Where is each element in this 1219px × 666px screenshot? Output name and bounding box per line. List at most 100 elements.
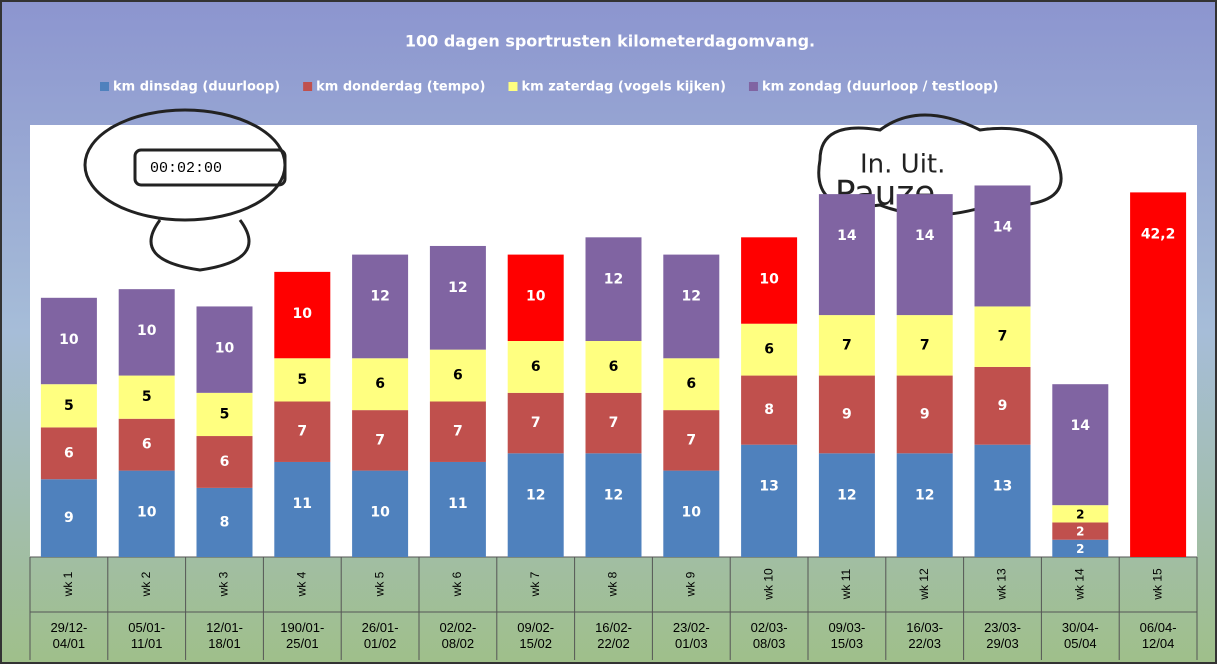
bar-segment (40, 384, 97, 428)
bar-segment (429, 245, 486, 350)
bar-segment (818, 375, 875, 454)
data-label: 13 (993, 479, 1012, 495)
data-label: 10 (137, 323, 157, 339)
data-label: 8 (220, 514, 230, 530)
data-label: 12 (604, 487, 623, 503)
decoration: In. Uit. Pauze. (83, 108, 1063, 272)
data-label: 6 (531, 359, 541, 375)
x-tick-label: wk 7 (528, 571, 542, 597)
x-tick-label: wk 6 (450, 571, 464, 597)
bar-segment (352, 358, 409, 411)
bar-segment (429, 461, 486, 557)
legend-swatch (748, 82, 758, 91)
data-label: 10 (137, 505, 157, 521)
bar-segment (663, 358, 720, 411)
bar-segment (585, 392, 642, 454)
data-label: 7 (998, 329, 1008, 345)
data-label: 6 (453, 368, 463, 384)
bar-segment (1052, 505, 1109, 523)
data-label: 9 (920, 406, 930, 422)
x-tick-label: wk 14 (1072, 568, 1086, 601)
bar-segment (896, 315, 953, 376)
data-label: 10 (59, 332, 79, 348)
date-label: 12/01-18/01 (206, 620, 243, 651)
date-label: 09/03-15/03 (828, 620, 866, 651)
data-label: 7 (686, 432, 696, 448)
data-label: 7 (453, 424, 463, 440)
data-label: 7 (842, 337, 852, 353)
date-label: 29/12-04/01 (50, 620, 88, 651)
legend-label: km dinsdag (duurloop) (113, 80, 280, 95)
data-label: 6 (64, 445, 74, 461)
chart-title: 100 dagen sportrusten kilometerdagomvang… (405, 32, 815, 51)
data-label: 2 (1076, 507, 1084, 521)
bar-segment (196, 306, 253, 393)
bar-segment (896, 375, 953, 454)
bar-segment (818, 315, 875, 376)
x-tick-label: wk 15 (1150, 568, 1164, 601)
data-label: 12 (526, 487, 545, 503)
data-label: 2 (1076, 542, 1084, 556)
data-label: 14 (1071, 418, 1091, 434)
legend-label: km zondag (duurloop / testloop) (762, 80, 999, 95)
bar-segment (118, 289, 175, 376)
x-tick-label: wk 2 (139, 571, 153, 597)
bar-segment (507, 453, 564, 557)
bar-segment (40, 479, 97, 557)
data-label: 7 (920, 337, 930, 353)
bar-segment (274, 461, 331, 557)
bar-segment (1052, 384, 1109, 506)
data-label: 11 (293, 496, 312, 512)
bar-segment (974, 185, 1031, 307)
bar-segment (818, 453, 875, 557)
watch-face: 00:02:00 (150, 160, 222, 177)
bar-segment (196, 392, 253, 437)
x-tick-label: wk 4 (294, 571, 308, 597)
bar-segment (507, 392, 564, 454)
data-label: 9 (64, 510, 74, 526)
bar-segment (118, 375, 175, 419)
date-label: 26/01-01/02 (361, 620, 399, 651)
legend-swatch (303, 82, 313, 91)
x-tick-label: wk 13 (995, 568, 1009, 601)
date-label: 05/01-11/01 (128, 620, 166, 651)
data-label: 12 (915, 487, 934, 503)
legend-swatch (508, 82, 518, 91)
bar-segment (507, 341, 564, 393)
data-label: 12 (448, 280, 467, 296)
data-label: 5 (297, 372, 307, 388)
date-label: 16/03-22/03 (906, 620, 944, 651)
data-label: 6 (609, 359, 619, 375)
data-label: 10 (370, 505, 390, 521)
data-label: 10 (215, 340, 235, 356)
data-label: 13 (759, 479, 778, 495)
date-label: 23/03-29/03 (984, 620, 1021, 651)
x-tick-label: wk 9 (683, 571, 697, 597)
data-label: 12 (682, 289, 701, 305)
bar-segment (741, 323, 798, 376)
bar-segment (741, 444, 798, 557)
bar-segment (741, 375, 798, 445)
bar-segment (896, 453, 953, 557)
data-label: 10 (293, 306, 313, 322)
bar-segment (274, 358, 331, 402)
bar-segment (40, 297, 97, 385)
legend-swatch (100, 82, 109, 91)
bar-segment (818, 194, 875, 316)
data-label: 12 (837, 487, 856, 503)
bar-segment (1052, 522, 1109, 540)
data-label: 10 (526, 289, 546, 305)
bar-segment (741, 237, 798, 324)
legend-label: km zaterdag (vogels kijken) (521, 80, 725, 95)
data-label: 5 (220, 406, 230, 422)
bar-segment (974, 444, 1031, 557)
bar-segment (40, 427, 97, 480)
data-label: 6 (375, 376, 385, 392)
data-label: 12 (604, 271, 623, 287)
date-label: 06/04-12/04 (1139, 620, 1177, 651)
data-label: 2 (1076, 525, 1084, 539)
data-label: 8 (764, 402, 774, 418)
svg-text:In. Uit.: In. Uit. (860, 150, 945, 180)
bar-segment (1052, 539, 1109, 557)
